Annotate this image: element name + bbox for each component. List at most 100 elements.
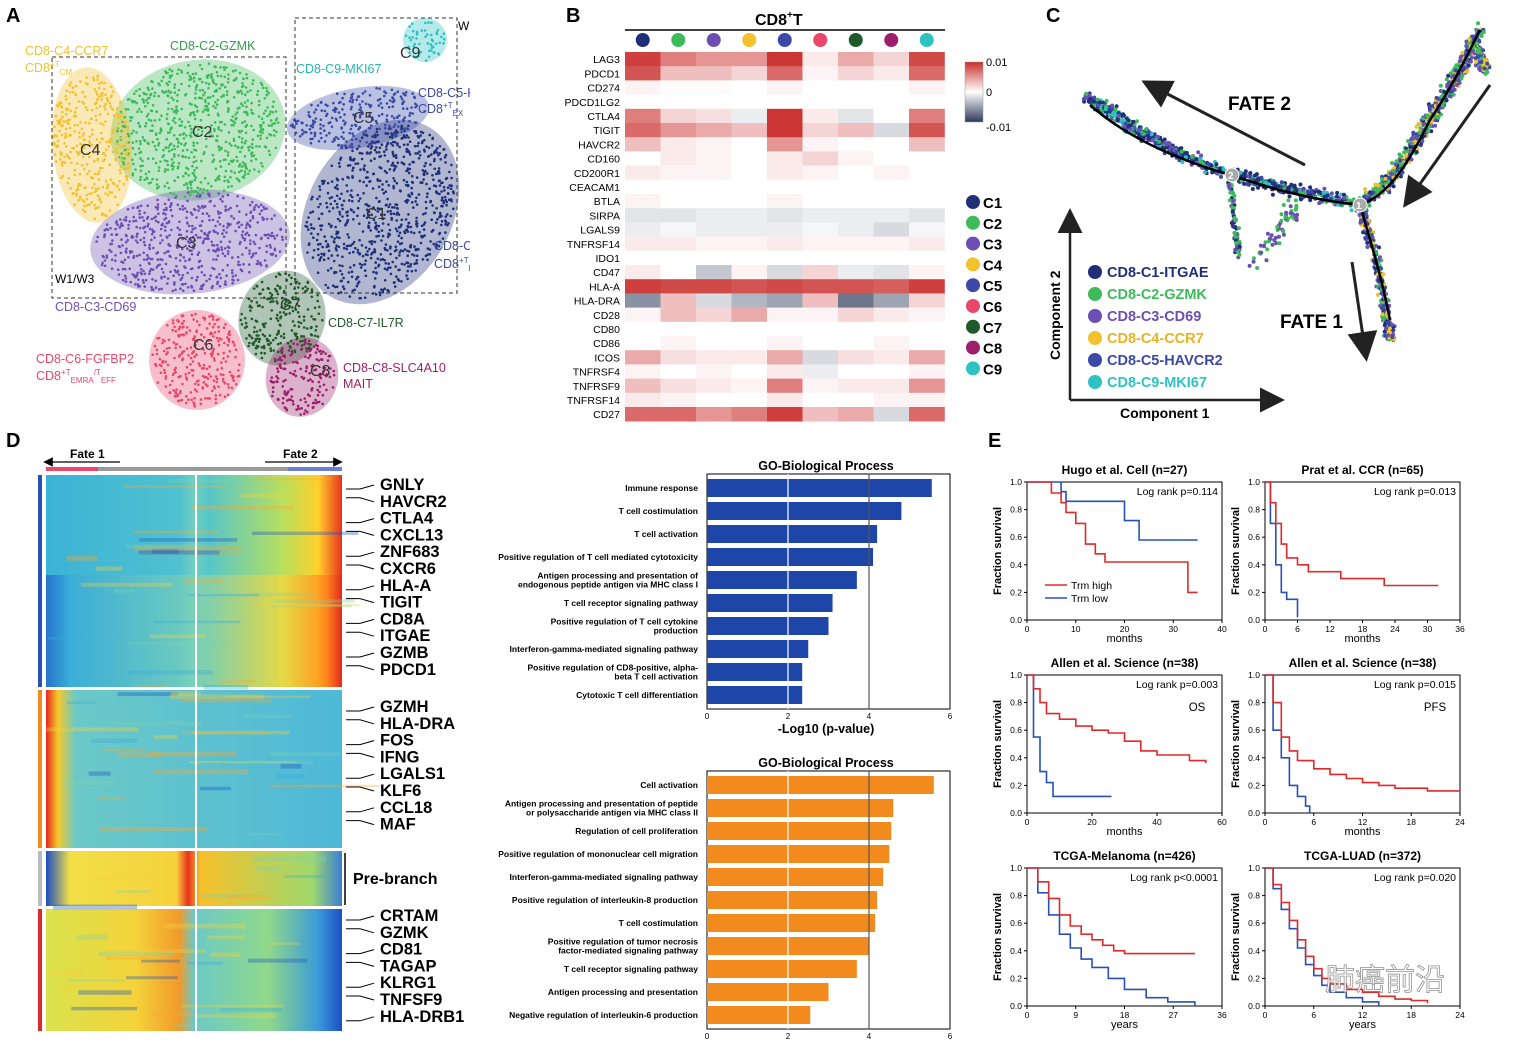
heatmap-cell: [909, 321, 945, 337]
go-tick: 2: [786, 712, 791, 721]
heatmap-cell: [696, 407, 732, 422]
heatmap-cell: [909, 392, 945, 408]
survival-xlabel: years: [1111, 1019, 1138, 1031]
heatmap-cell: [731, 321, 768, 337]
survival-xtick: 30: [1169, 624, 1179, 634]
panel-a-tsne: A W1/W3 W2 C1 C2 C3 C4 C5 C6 C7 C8 C9 CD8-C4-CCR…: [6, 5, 470, 417]
heatmap-cell: [767, 321, 803, 337]
survival-ytick: 1.0: [1248, 477, 1260, 487]
go-term-label: Cytotoxic T cell differentiation: [576, 690, 698, 700]
heatmap-column-dot-c2: [671, 33, 686, 47]
heatmap-cell: [660, 137, 697, 152]
heatmap-cell: [767, 378, 803, 394]
panel-e-letter: E: [988, 430, 1001, 452]
heatmap-cell: [696, 265, 732, 280]
cluster-name-c5: CD8-C5-HAVCR2: [418, 86, 470, 100]
heatmap-cell: [625, 236, 661, 252]
heatmap-cell: [660, 151, 697, 166]
heatmap-cell: [625, 151, 661, 166]
heatmap-gene-label: HLA-DRA: [574, 296, 620, 308]
heatmap-gene-label: TIGIT: [593, 125, 620, 137]
heatmap-cell: [731, 279, 768, 294]
heatmap-column-dot-c7: [848, 33, 863, 47]
survival-curve-low: [1265, 481, 1299, 618]
panel-d-pseudotime-heatmap: D: [6, 430, 953, 1041]
heatmap-gene-label: CTLA4: [587, 111, 620, 123]
heatmap-gene-label: HLA-A: [589, 281, 620, 293]
heatmap-gene-label: TNFRSF4: [573, 367, 620, 379]
trajectory-legend-label-c3: CD8-C3-CD69: [1107, 309, 1201, 325]
survival-xlabel: years: [1349, 1019, 1376, 1031]
survival-xlabel: months: [1344, 826, 1381, 838]
region-w2-label: W2: [458, 19, 470, 33]
heatmap-title: CD8+T: [755, 10, 803, 29]
heatmap-cell: [909, 236, 945, 252]
survival-ytick: 0.0: [1248, 615, 1260, 625]
survival-xtick: 24: [1455, 1010, 1465, 1020]
heatmap-cell: [873, 66, 910, 81]
heatmap-cell: [696, 236, 732, 252]
heatmap-cell: [838, 208, 874, 223]
heatmap-cell: [731, 66, 768, 81]
heatmap-gene-label: PDCD1LG2: [565, 97, 621, 109]
go-term-label: production: [654, 626, 698, 636]
heatmap-cell: [838, 307, 874, 323]
survival-curve-high: [1027, 867, 1195, 955]
heatmap-cell: [873, 336, 910, 351]
heatmap-cell: [838, 165, 874, 181]
heatmap-cell: [873, 194, 910, 209]
cluster-label-c9: C9: [400, 45, 421, 62]
survival-pvalue: Log rank p=0.114: [1137, 486, 1218, 498]
survival-tag: OS: [1189, 702, 1206, 714]
heatmap-cell: [731, 222, 768, 237]
survival-plot: Allen et al. Science (n=38) Log rank p=0.…: [1230, 656, 1465, 838]
survival-xtick: 40: [1152, 817, 1162, 827]
heatmap-cell: [802, 151, 839, 166]
cluster-name-c9: CD8-C9-MKI67: [296, 62, 381, 76]
heatmap-gene-label: BTLA: [594, 196, 620, 208]
heatmap-cell: [696, 208, 732, 223]
go-term-label: Positive regulation of tumor necrosis: [548, 937, 698, 947]
cluster-name-c8: CD8-C8-SLC4A10: [343, 361, 446, 375]
heatmap-cell: [767, 137, 803, 152]
panel-d-letter: D: [6, 430, 20, 452]
panel-c-letter: C: [1046, 5, 1060, 27]
survival-title: Hugo et al. Cell (n=27): [1062, 463, 1188, 477]
survival-ytick: 0.8: [1010, 891, 1022, 901]
pre-branch-label: Pre-branch: [353, 871, 437, 888]
heatmap-cell: [767, 222, 803, 237]
heatmap-cell: [838, 407, 874, 422]
go-term-label: Positive regulation of T cell cytokine: [551, 617, 699, 627]
heatmap-cell: [625, 336, 661, 351]
heatmap-column-dot-c8: [884, 33, 899, 47]
survival-ytick: 0.2: [1010, 587, 1022, 597]
heatmap-cell: [660, 165, 697, 181]
heatmap-cell: [873, 407, 910, 422]
scale-min: -0.01: [986, 122, 1011, 134]
heatmap-cell: [625, 378, 661, 394]
heatmap-cell: [838, 265, 874, 280]
go-term-label: T cell costimulation: [619, 506, 698, 516]
survival-xtick: 27: [1169, 1010, 1179, 1020]
go-term-label: endogenous peptide antigen via MHC class…: [518, 580, 698, 590]
heatmap-cell: [731, 336, 768, 351]
heatmap-legend-label-c1: C1: [983, 195, 1002, 212]
heatmap-cell: [838, 179, 874, 195]
heatmap-cell: [767, 123, 803, 138]
heatmap-cell: [802, 137, 839, 152]
heatmap-cell: [909, 279, 945, 294]
heatmap-cell: [838, 250, 874, 266]
heatmap-cell: [660, 307, 697, 323]
survival-xtick: 18: [1358, 624, 1368, 634]
heatmap-cell: [909, 151, 945, 166]
heatmap-cell: [696, 94, 732, 110]
cluster-label-c7: C7: [280, 297, 301, 314]
heatmap-cell: [767, 279, 803, 294]
pseudotime-gene-label: GZMK: [380, 924, 429, 942]
heatmap-legend-label-c9: C9: [983, 361, 1002, 378]
heatmap-cell: [909, 407, 945, 422]
fate1-label: FATE 1: [1280, 312, 1343, 333]
cluster-sub-c6: CD8+TEMRA/TEFF: [36, 368, 116, 385]
heatmap-cell: [696, 250, 732, 266]
heatmap-cell: [767, 108, 803, 124]
